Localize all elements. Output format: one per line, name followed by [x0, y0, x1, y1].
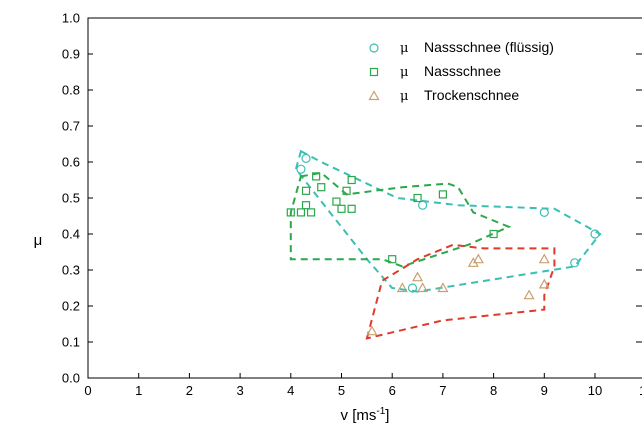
x-tick-label-0: 0: [84, 383, 91, 398]
data-point-1-14: [438, 190, 447, 199]
x-axis-ticks: 0 1 2 3 4 5 6 7 8 9 10 11: [84, 373, 642, 398]
hull-outlines: [289, 149, 602, 340]
x-tick-label-10: 10: [588, 383, 602, 398]
data-point-1-9: [342, 186, 351, 195]
data-point-0-2: [418, 200, 428, 210]
data-point-1-13: [413, 193, 422, 203]
data-point-0-0: [296, 164, 306, 174]
x-tick-label-2: 2: [186, 383, 193, 398]
x-tick-label-6: 6: [389, 383, 396, 398]
y-tick-label-2: 0.2: [62, 299, 80, 314]
data-point-2-7: [523, 289, 535, 300]
data-point-2-3: [417, 282, 429, 293]
hull-outline-0: [294, 149, 602, 293]
hull-outline-2: [365, 243, 556, 340]
y-tick-label-6: 0.6: [62, 155, 80, 170]
legend-marker-2: [368, 90, 380, 101]
x-tick-label-5: 5: [338, 383, 345, 398]
y-axis-title: μ: [34, 232, 43, 249]
data-point-2-2: [412, 271, 424, 282]
x-tick-label-8: 8: [490, 383, 497, 398]
data-point-0-3: [407, 283, 418, 293]
y-tick-label-3: 0.3: [62, 263, 80, 278]
y-tick-label-0: 0.0: [62, 371, 80, 386]
x-tick-label-7: 7: [439, 383, 446, 398]
data-point-1-3: [301, 186, 311, 195]
y-tick-label-7: 0.7: [62, 119, 80, 134]
data-point-0-5: [570, 258, 580, 268]
y-tick-label-8: 0.8: [62, 83, 80, 98]
x-tick-label-11: 11: [639, 383, 642, 398]
data-point-2-9: [538, 278, 550, 289]
y-tick-label-1: 0.1: [62, 335, 80, 350]
x-axis-title: v [ms-1]: [341, 406, 390, 424]
data-point-2-1: [396, 282, 408, 293]
x-tick-label-9: 9: [541, 383, 548, 398]
data-point-2-0: [366, 325, 378, 336]
y-tick-label-9: 0.9: [62, 47, 80, 62]
x-tick-label-1: 1: [135, 383, 142, 398]
legend-label-1: Nassschnee: [424, 63, 501, 79]
legend-marker-0: [369, 43, 379, 53]
y-tick-label-10: 1.0: [62, 11, 80, 26]
data-point-2-6: [472, 253, 484, 264]
data-point-0-4: [539, 207, 549, 217]
data-point-1-4: [306, 208, 316, 217]
data-point-0-1: [301, 153, 311, 163]
data-points: [286, 153, 600, 336]
legend-label-0: Nassschnee (flüssig): [424, 39, 554, 55]
data-point-1-7: [332, 197, 341, 206]
data-point-1-10: [347, 175, 356, 185]
plot-frame: [87, 17, 642, 379]
legend-label-2: Trockenschnee: [424, 87, 519, 103]
legend-symbol-1: μ: [400, 65, 408, 80]
legend-symbol-0: μ: [400, 41, 408, 56]
data-point-2-8: [538, 253, 550, 264]
data-point-1-11: [347, 204, 356, 213]
data-point-1-5: [312, 172, 321, 181]
legend-marker-1: [369, 67, 379, 77]
y-axis-ticks: 0.0 0.1 0.2 0.3 0.4 0.5 0.6 0.7 0.8 0.9 1.0: [62, 11, 642, 386]
data-point-0-6: [590, 229, 600, 239]
data-point-1-2: [301, 201, 311, 210]
x-tick-label-3: 3: [236, 383, 243, 398]
data-point-1-1: [296, 208, 306, 217]
data-point-1-8: [337, 204, 346, 213]
data-point-1-0: [286, 208, 295, 217]
x-tick-label-4: 4: [287, 383, 294, 398]
legend-symbol-2: μ: [400, 89, 408, 104]
legend: μ Nassschnee (flüssig) μ Nassschnee μ Trocken…: [368, 39, 554, 104]
data-point-1-6: [317, 183, 326, 192]
data-point-1-15: [489, 229, 498, 239]
hull-outline-1: [289, 171, 512, 268]
data-point-2-4: [437, 282, 449, 293]
y-tick-label-4: 0.4: [62, 227, 80, 242]
data-point-1-12: [388, 255, 397, 264]
y-tick-label-5: 0.5: [62, 191, 80, 206]
